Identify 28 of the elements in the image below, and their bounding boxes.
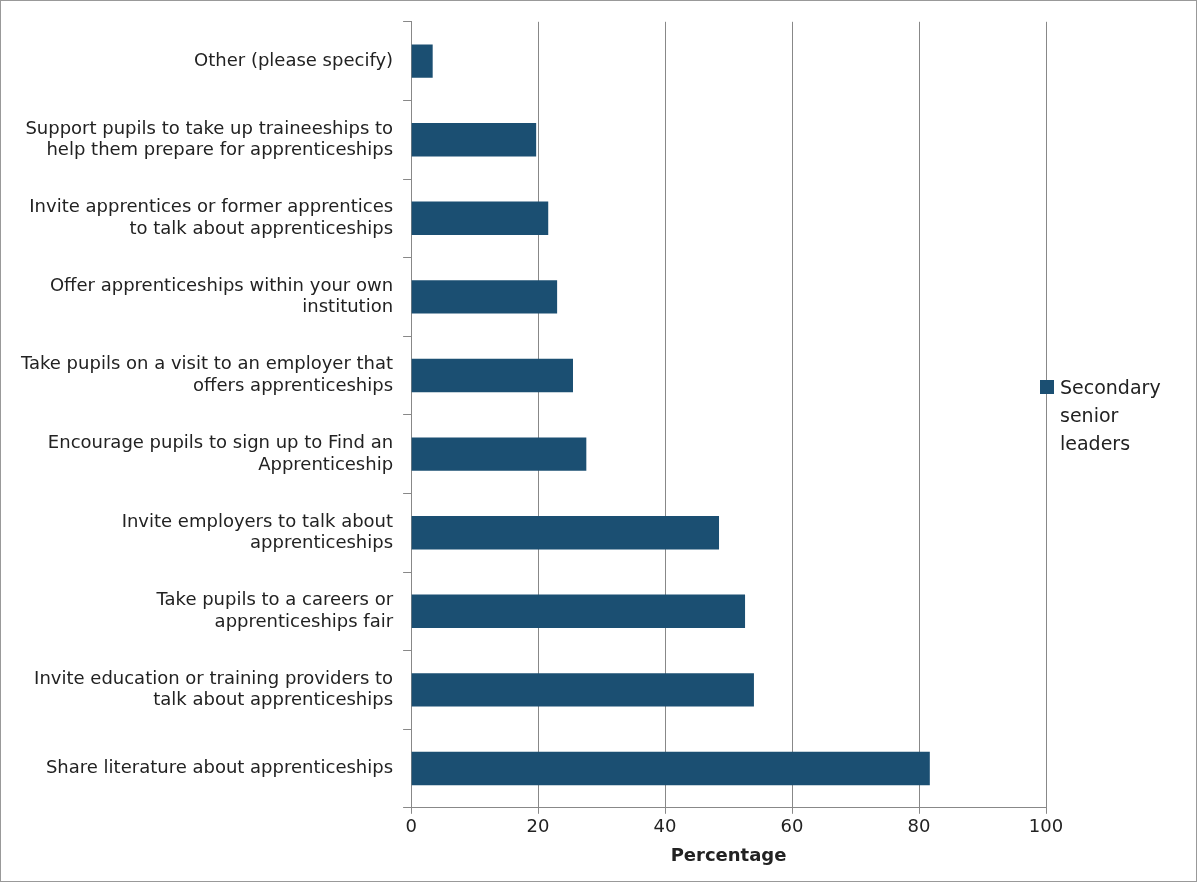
x-tick-label: 100 (1028, 815, 1064, 837)
x-axis-title: Percentage (670, 843, 787, 865)
y-tick-label: Invite apprentices or former apprentices to talk about apprenticeships (29, 195, 394, 238)
y-tick-label: Take pupils on a visit to an employer that offers apprenticeships (20, 352, 394, 395)
y-tick-label: Encourage pupils to sign up to Find an Apprenticeship (47, 430, 394, 474)
bar (411, 437, 587, 471)
bar (411, 594, 746, 628)
bar (411, 123, 537, 157)
y-tick-label: Invite education or training providers to talk about apprenticeships (34, 666, 394, 710)
y-tick-label: Other (please specify) (194, 48, 394, 70)
x-tick-label: 80 (907, 815, 931, 837)
y-tick-label: Take pupils to a careers or apprenticeships fair (155, 588, 394, 631)
x-tick-label: 0 (405, 815, 417, 837)
bar (411, 44, 433, 78)
y-tick-label: Offer apprenticeships within your own institution (49, 273, 394, 317)
bar (411, 201, 549, 235)
x-tick-label: 60 (780, 815, 804, 837)
bar (411, 516, 720, 550)
y-tick-label: Invite employers to talk about apprenticeships (121, 509, 394, 553)
x-tick-label: 20 (526, 815, 550, 837)
bar (411, 673, 754, 707)
bar (411, 751, 930, 786)
x-tick-label: 40 (653, 815, 677, 837)
bar (411, 358, 573, 393)
legend-label: Secondary senior leaders (1060, 375, 1162, 456)
y-tick-label: Share literature about apprenticeships (45, 756, 394, 778)
y-tick-label: Support pupils to take up traineeships to help them prepare for apprenticeships (25, 116, 394, 160)
bar (411, 280, 558, 314)
